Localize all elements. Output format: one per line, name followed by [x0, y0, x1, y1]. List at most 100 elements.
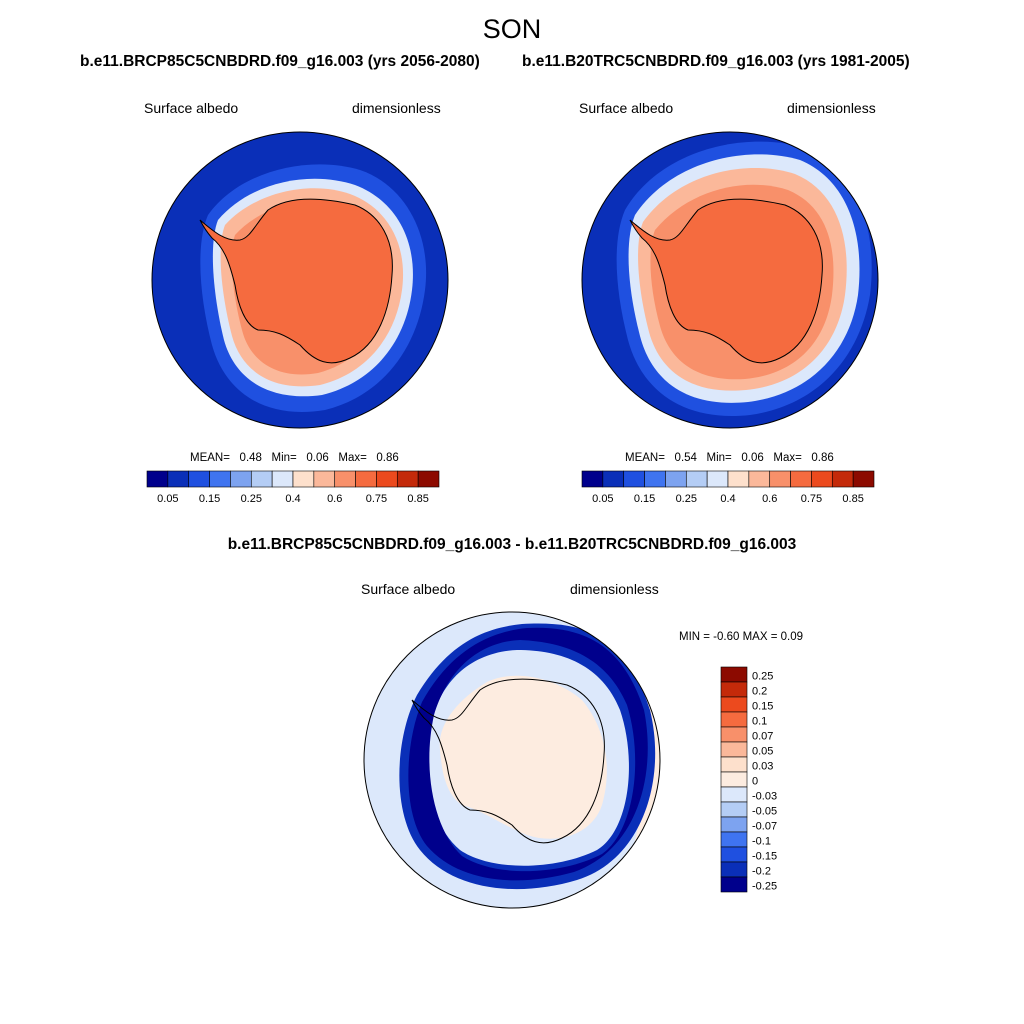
colorbar-tick-label: 0.85	[407, 493, 428, 505]
colorbar-swatch	[720, 786, 748, 803]
max-label: Max=	[338, 452, 367, 464]
colorbar-swatch	[706, 470, 729, 488]
colorbar-swatch	[665, 470, 687, 488]
colorbar-right: 0.050.150.250.40.60.750.850.95	[581, 470, 875, 505]
colorbar-swatch	[720, 831, 748, 848]
colorbar-tick-label: 0.75	[801, 493, 822, 505]
colorbar-swatch	[727, 470, 750, 488]
figure-title: SON	[482, 14, 542, 44]
colorbar-swatch	[355, 470, 377, 488]
colorbar-tick-label: 0.1	[752, 716, 767, 728]
colorbar-swatch	[334, 470, 356, 488]
colorbar-left: 0.050.150.250.40.60.750.850.95	[146, 470, 440, 505]
colorbar-tick-label: 0.2	[752, 686, 767, 698]
diff-title: b.e11.BRCP85C5CNBDRD.f09_g16.003 - b.e11…	[227, 536, 797, 553]
min-label: Min=	[706, 452, 732, 464]
colorbar-tick-label: -0.15	[752, 851, 777, 863]
colorbar-swatch	[790, 470, 812, 488]
max-label: Max=	[773, 452, 802, 464]
colorbar-diff: 0.25 0.2 0.15 0.1 0.07 0.05 0.03 0 -0.03 -0.05 -0.…	[720, 666, 777, 893]
colorbar-swatch	[720, 666, 748, 683]
colorbar-tick-label: -0.05	[752, 806, 777, 818]
colorbar-swatch	[720, 846, 748, 863]
min-label: Min=	[271, 452, 297, 464]
colorbar-tick-label: -0.2	[752, 866, 771, 878]
panel-right-variable: Surface albedo	[579, 100, 674, 116]
colorbar-tick-label: -0.03	[752, 791, 777, 803]
max-value: 0.86	[376, 452, 399, 464]
colorbar-swatch	[581, 470, 604, 488]
colorbar-tick-label: 0.4	[720, 493, 735, 505]
colorbar-tick-label: 0.05	[752, 746, 773, 758]
map-right	[581, 131, 879, 429]
colorbar-tick-label: 0.15	[752, 701, 773, 713]
diff-minmax: MIN = -0.60 MAX = 0.09	[679, 631, 804, 643]
mean-value: 0.48	[239, 452, 262, 464]
colorbar-swatch	[720, 726, 748, 743]
antarctica-land	[629, 198, 823, 364]
colorbar-tick-label: -0.07	[752, 821, 777, 833]
continent-positive	[439, 675, 607, 839]
colorbar-swatch	[720, 711, 748, 728]
colorbar-swatch	[188, 470, 210, 488]
colorbar-tick-label: 0.25	[241, 493, 262, 505]
colorbar-tick-label: 0.15	[199, 493, 220, 505]
colorbar-swatch	[811, 470, 833, 488]
colorbar-swatch	[720, 816, 748, 833]
colorbar-swatch	[271, 470, 294, 488]
colorbar-swatch	[230, 470, 252, 488]
colorbar-tick-label: 0	[752, 776, 758, 788]
diff-variable: Surface albedo	[361, 581, 456, 597]
colorbar-tick-label: 0.07	[752, 731, 773, 743]
mean-label: MEAN=	[625, 452, 665, 464]
colorbar-tick-label: 0.03	[752, 761, 773, 773]
panel-left-variable: Surface albedo	[144, 100, 239, 116]
colorbar-swatch	[720, 741, 748, 758]
diff-units: dimensionless	[570, 581, 659, 597]
colorbar-tick-label: 0.25	[676, 493, 697, 505]
colorbar-tick-label: -0.1	[752, 836, 771, 848]
colorbar-tick-label: 0.05	[157, 493, 178, 505]
colorbar-tick-label: 0.15	[634, 493, 655, 505]
colorbar-swatch	[720, 876, 748, 893]
colorbar-swatch	[644, 470, 666, 488]
panel-right-stats: MEAN= 0.54 Min= 0.06 Max= 0.86	[625, 452, 834, 464]
antarctica-land	[199, 198, 393, 364]
colorbar-swatch	[852, 470, 875, 488]
colorbar-swatch	[396, 470, 419, 488]
colorbar-swatch	[720, 696, 748, 713]
colorbar-swatch	[292, 470, 315, 488]
colorbar-swatch	[313, 470, 336, 488]
colorbar-swatch	[417, 470, 440, 488]
map-left	[151, 131, 449, 429]
max-value: 0.86	[811, 452, 834, 464]
colorbar-swatch	[623, 470, 645, 488]
colorbar-swatch	[209, 470, 231, 488]
colorbar-tick-label: 0.6	[327, 493, 342, 505]
panel-left-units: dimensionless	[352, 100, 441, 116]
colorbar-tick-label: -0.25	[752, 881, 777, 893]
mean-label: MEAN=	[190, 452, 230, 464]
colorbar-swatch	[250, 470, 273, 488]
colorbar-swatch	[720, 771, 748, 788]
colorbar-tick-label: 0.75	[366, 493, 387, 505]
mean-value: 0.54	[674, 452, 697, 464]
colorbar-swatch	[376, 470, 398, 488]
colorbar-tick-label: 0.05	[592, 493, 613, 505]
antarctica-outline	[411, 678, 605, 844]
colorbar-swatch	[831, 470, 854, 488]
colorbar-swatch	[167, 470, 190, 488]
colorbar-swatch	[720, 681, 748, 698]
colorbar-swatch	[720, 756, 748, 773]
min-value: 0.06	[306, 452, 329, 464]
min-value: 0.06	[741, 452, 764, 464]
colorbar-swatch	[748, 470, 771, 488]
colorbar-swatch	[602, 470, 625, 488]
colorbar-swatch	[720, 801, 748, 818]
panel-left-title: b.e11.BRCP85C5CNBDRD.f09_g16.003 (yrs 20…	[80, 53, 480, 70]
colorbar-swatch	[685, 470, 708, 488]
panel-left-stats: MEAN= 0.48 Min= 0.06 Max= 0.86	[190, 452, 399, 464]
panel-right-units: dimensionless	[787, 100, 876, 116]
panel-right-title: b.e11.B20TRC5CNBDRD.f09_g16.003 (yrs 198…	[522, 53, 910, 70]
colorbar-tick-label: 0.25	[752, 671, 773, 683]
